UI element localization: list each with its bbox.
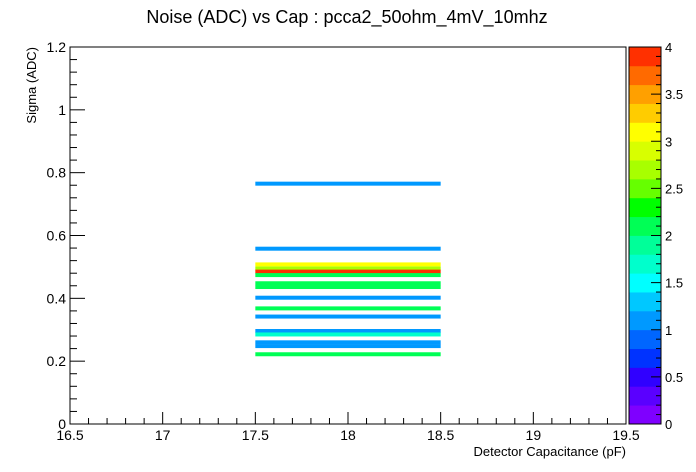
z-tick-label: 4 <box>665 40 672 55</box>
heatmap-bin <box>255 344 441 349</box>
y-tick-label: 1.2 <box>47 39 67 55</box>
y-tick-label: 1 <box>58 102 66 118</box>
heatmap-bin <box>255 262 441 267</box>
y-tick-label: 0.2 <box>47 353 67 369</box>
y-axis-label: Sigma (ADC) <box>24 47 39 124</box>
z-tick-label: 3 <box>665 134 672 149</box>
color-scale-segment <box>629 310 661 331</box>
color-scale-segment <box>629 254 661 274</box>
x-tick-label: 17 <box>155 427 171 443</box>
x-tick-label: 16.5 <box>56 427 83 443</box>
color-scale-segment <box>629 292 661 312</box>
z-tick-label: 1 <box>665 323 672 338</box>
heatmap-bin <box>255 281 441 286</box>
y-tick-label: 0.4 <box>47 290 67 306</box>
heatmap-bin <box>255 285 441 290</box>
heatmap-bin <box>255 269 441 274</box>
color-scale-segment <box>629 160 661 180</box>
color-scale-segment <box>629 103 661 123</box>
x-tick-label: 18.5 <box>427 427 454 443</box>
plot-frame <box>69 46 627 425</box>
heatmap-bin <box>255 246 441 251</box>
x-axis-label: Detector Capacitance (pF) <box>474 444 626 459</box>
color-scale-segment <box>629 47 661 67</box>
y-tick-label: 0.6 <box>47 228 67 244</box>
heatmap-bin <box>255 273 441 278</box>
z-tick-label: 0 <box>665 417 672 432</box>
x-tick-label: 19 <box>526 427 542 443</box>
color-scale-segment <box>629 367 661 387</box>
x-tick-label: 19.5 <box>612 427 639 443</box>
heatmap-bin <box>255 340 441 345</box>
z-tick-label: 3.5 <box>665 87 683 102</box>
heatmap-bin <box>255 295 441 300</box>
bins <box>255 181 441 357</box>
chart-title: Noise (ADC) vs Cap : pcca2_50ohm_4mV_10m… <box>146 7 547 28</box>
heatmap-bin <box>255 332 441 337</box>
y-tick-label: 0.8 <box>47 165 67 181</box>
heatmap-bin <box>255 306 441 311</box>
z-tick-label: 2 <box>665 229 672 244</box>
z-tick-label: 1.5 <box>665 276 683 291</box>
color-scale-segment <box>629 141 661 161</box>
z-tick-label: 2.5 <box>665 181 683 196</box>
heatmap-bin <box>255 352 441 357</box>
y-tick-label: 0 <box>58 416 66 432</box>
color-scale-segment <box>629 122 661 142</box>
x-tick-label: 18 <box>340 427 356 443</box>
color-scale-segment <box>629 329 661 349</box>
heatmap-bin <box>255 329 441 334</box>
color-scale-segment <box>629 405 661 425</box>
color-scale-segment <box>629 348 661 368</box>
color-scale-segment <box>629 235 661 255</box>
color-scale-segment <box>629 197 661 218</box>
color-scale-segment <box>629 273 661 293</box>
color-scale-segment <box>629 178 661 199</box>
z-tick-label: 0.5 <box>665 370 683 385</box>
color-scale-segment <box>629 65 661 86</box>
color-scale-segment <box>629 84 661 104</box>
heatmap-bin <box>255 314 441 319</box>
heatmap-bin <box>255 181 441 186</box>
color-scale-segment <box>629 216 661 236</box>
axes: 16.5 17 17.5 18 18.5 19 19.5 0 0.2 0.4 0.6 0.8 1 1.2 <box>47 39 640 443</box>
x-tick-label: 17.5 <box>242 427 269 443</box>
color-scale-segment <box>629 386 661 406</box>
heatmap-bin <box>255 266 441 271</box>
color-scale: 0 0.5 1 1.5 2 2.5 3 3.5 4 <box>628 40 683 432</box>
